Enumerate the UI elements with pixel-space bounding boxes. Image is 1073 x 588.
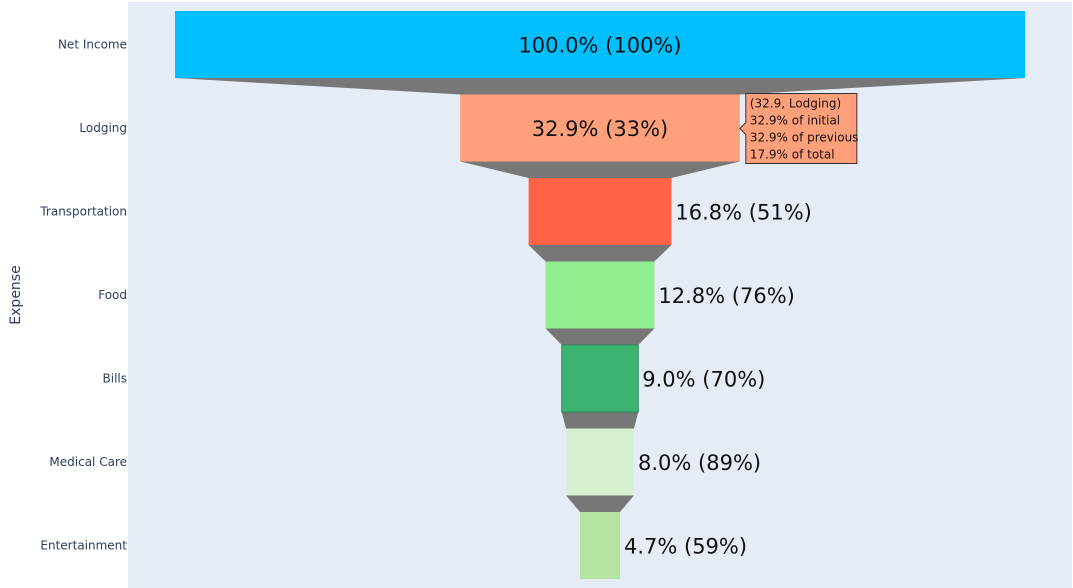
category-label-medical-care: Medical Care	[49, 455, 127, 469]
value-label-entertainment: 4.7% (59%)	[624, 535, 747, 559]
bar-food[interactable]	[545, 261, 655, 329]
bar-transportation[interactable]	[528, 178, 672, 245]
bar-medical-care[interactable]	[566, 428, 634, 496]
category-label-entertainment: Entertainment	[40, 539, 127, 553]
category-label-lodging: Lodging	[79, 121, 127, 135]
value-label-food: 12.8% (76%)	[658, 284, 794, 308]
bar-lodging[interactable]	[460, 94, 740, 162]
value-label-bills: 9.0% (70%)	[642, 368, 765, 392]
connector-medical-care	[566, 495, 634, 512]
hover-tooltip-line: 32.9% of initial	[750, 114, 840, 128]
connector-net-income	[175, 78, 1025, 95]
y-axis-title: Expense	[8, 265, 24, 324]
bar-net-income[interactable]	[175, 11, 1025, 78]
hover-tooltip-box	[739, 93, 858, 164]
value-label-net-income: 100.0% (100%)	[518, 34, 681, 58]
hover-tooltip-line: 32.9% of previous	[750, 131, 859, 145]
connector-bills	[561, 412, 639, 429]
value-label-lodging: 32.9% (33%)	[532, 117, 668, 141]
bar-entertainment[interactable]	[580, 512, 620, 579]
value-label-medical-care: 8.0% (89%)	[638, 451, 761, 475]
category-label-food: Food	[98, 288, 127, 302]
connector-transportation	[528, 245, 672, 262]
hover-tooltip-line: 17.9% of total	[750, 148, 835, 162]
category-label-net-income: Net Income	[58, 38, 127, 52]
hover-tooltip-line: (32.9, Lodging)	[750, 97, 841, 111]
bar-bills[interactable]	[561, 344, 639, 413]
category-label-bills: Bills	[103, 372, 128, 386]
connector-lodging	[460, 161, 740, 178]
value-label-transportation: 16.8% (51%)	[675, 201, 811, 225]
category-label-transportation: Transportation	[39, 205, 127, 219]
connector-food	[545, 328, 655, 345]
